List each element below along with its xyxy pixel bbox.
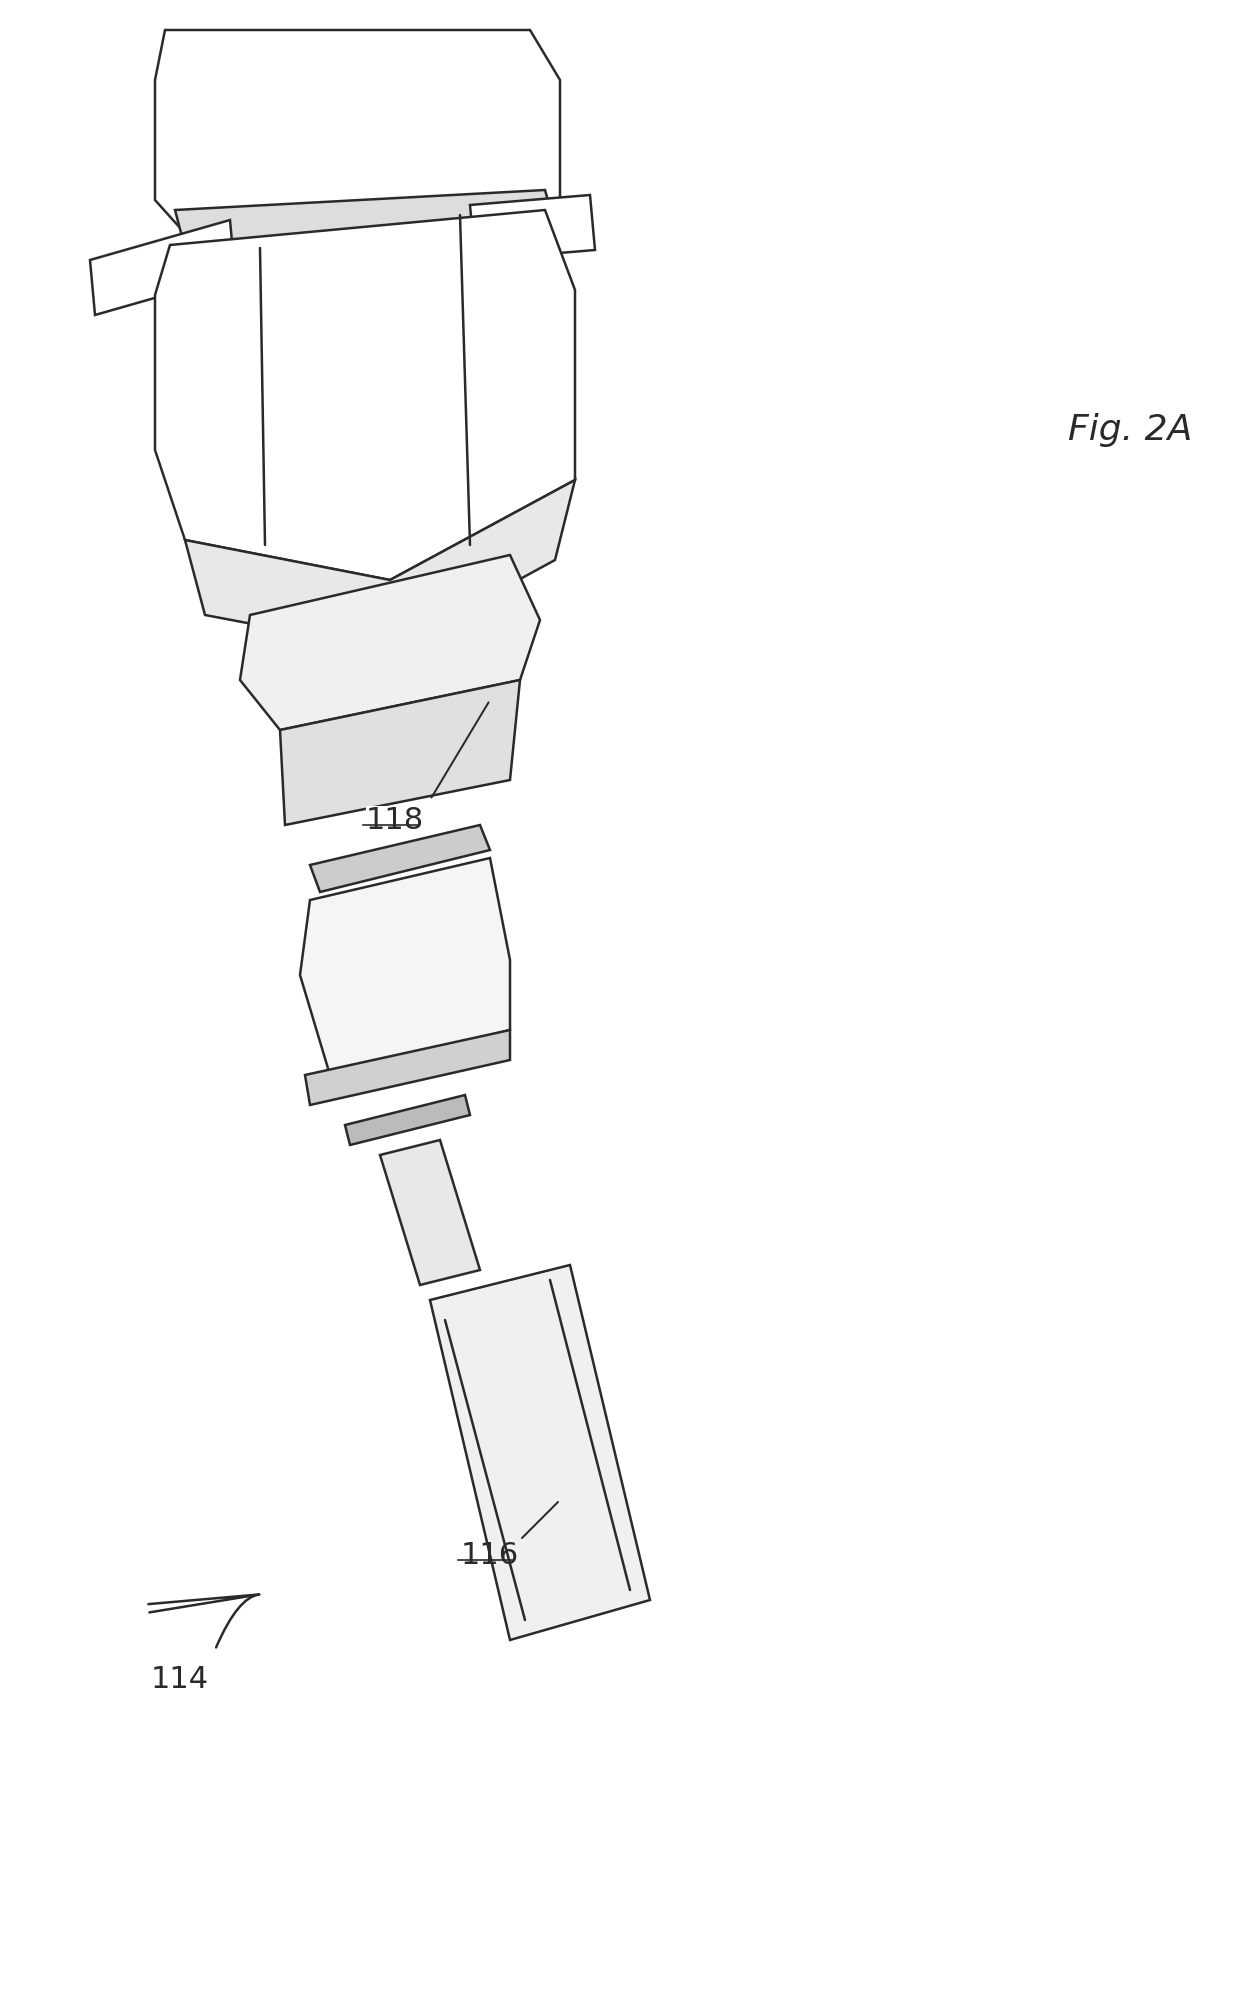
Polygon shape	[155, 210, 575, 579]
Polygon shape	[470, 196, 595, 260]
Polygon shape	[379, 1140, 480, 1284]
Polygon shape	[155, 30, 560, 250]
Text: 114: 114	[151, 1665, 210, 1695]
Polygon shape	[300, 859, 510, 1074]
Polygon shape	[175, 190, 556, 248]
Text: 118: 118	[366, 805, 424, 835]
Polygon shape	[430, 1264, 650, 1640]
Polygon shape	[241, 555, 539, 731]
Polygon shape	[310, 825, 490, 893]
Polygon shape	[185, 479, 575, 649]
Polygon shape	[345, 1094, 470, 1144]
Polygon shape	[305, 1030, 510, 1104]
Polygon shape	[280, 681, 520, 825]
Text: Fig. 2A: Fig. 2A	[1068, 413, 1192, 447]
Text: 116: 116	[461, 1540, 520, 1570]
Polygon shape	[91, 220, 236, 316]
